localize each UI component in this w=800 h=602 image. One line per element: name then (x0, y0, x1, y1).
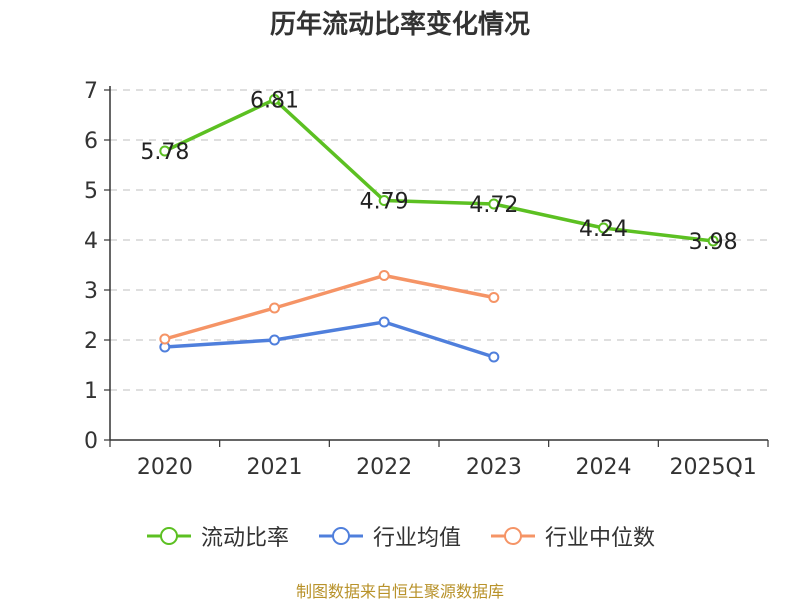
data-point[interactable] (159, 333, 171, 345)
data-label: 3.98 (689, 230, 738, 255)
x-tick-label: 2024 (576, 455, 632, 480)
data-point[interactable] (378, 270, 390, 281)
series-line (164, 320, 495, 359)
axes: 0 1 2 3 4 5 6 7 2020 2021 2022 2023 2024 2025Q1 (84, 79, 769, 480)
legend-label: 流动比率 (200, 526, 289, 551)
data-label: 6.81 (250, 89, 299, 114)
data-point[interactable] (598, 222, 609, 234)
data-point[interactable] (269, 302, 280, 314)
source-note: 制图数据来自恒生聚源数据库 (295, 582, 504, 601)
series-lines (159, 94, 719, 363)
y-tick-label: 5 (84, 179, 98, 204)
data-label: 4.72 (469, 193, 518, 218)
legend-marker-icon (318, 527, 363, 545)
legend-item-industry-median[interactable]: 行业中位数 (489, 520, 655, 552)
y-tick-label: 2 (84, 329, 98, 354)
data-point[interactable] (488, 351, 500, 363)
data-point[interactable] (488, 292, 500, 303)
chart-legend: 流动比率 行业均值 行业中位数 (0, 520, 800, 552)
y-tick-label: 7 (84, 79, 98, 104)
data-label: 5.78 (140, 140, 189, 165)
chart-title: 历年流动比率变化情况 (269, 10, 530, 40)
y-tick-label: 1 (84, 379, 98, 404)
data-point[interactable] (488, 198, 500, 210)
data-point[interactable] (159, 145, 171, 157)
x-tick-label: 2021 (247, 455, 303, 480)
data-labels: 5.78 6.81 4.79 4.72 4.24 3.98 (140, 89, 737, 256)
y-tick-label: 3 (84, 279, 98, 304)
data-point[interactable] (269, 334, 280, 346)
legend-label: 行业中位数 (545, 526, 656, 551)
y-tick-label: 0 (84, 429, 98, 454)
legend-item-current-ratio[interactable]: 流动比率 (145, 520, 289, 552)
x-tick-label: 2023 (466, 455, 522, 480)
data-label: 4.79 (360, 190, 409, 215)
data-point[interactable] (378, 195, 390, 206)
x-tick-label: 2022 (356, 455, 412, 480)
data-label: 4.24 (579, 217, 628, 242)
legend-marker-icon (146, 527, 191, 545)
series-line (164, 97, 714, 243)
x-tick-label: 2025Q1 (670, 455, 757, 480)
data-point[interactable] (378, 316, 390, 328)
legend-label: 行业均值 (372, 526, 461, 551)
y-tick-label: 4 (84, 229, 98, 254)
data-point[interactable] (269, 94, 280, 105)
data-point[interactable] (707, 235, 719, 247)
series-line (164, 273, 495, 341)
y-tick-label: 6 (84, 129, 98, 154)
x-tick-label: 2020 (137, 455, 193, 480)
legend-marker-icon (491, 527, 535, 545)
legend-item-industry-mean[interactable]: 行业均值 (317, 520, 461, 552)
